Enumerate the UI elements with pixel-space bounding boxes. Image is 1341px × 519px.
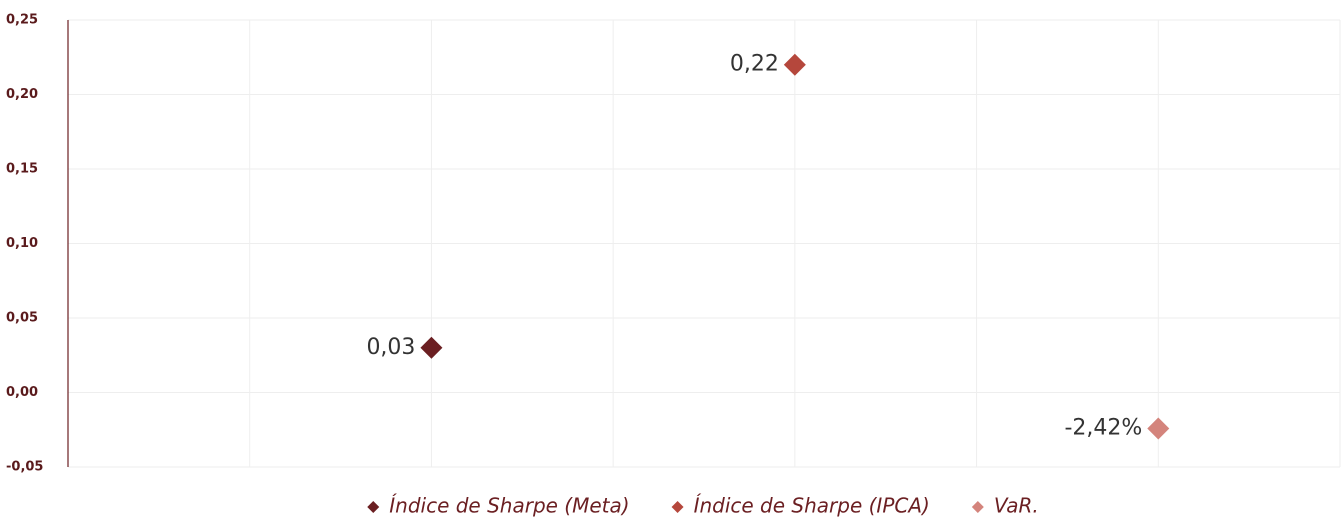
y-tick-label: 0,05 — [6, 311, 38, 326]
point — [420, 336, 443, 359]
y-tick-label: 0,25 — [6, 13, 38, 28]
legend-label: Índice de Sharpe (Meta) — [389, 494, 629, 518]
point — [783, 53, 806, 76]
y-tick-label: 0,10 — [6, 236, 38, 251]
legend-label: VaR. — [994, 494, 1039, 518]
y-tick-label: 0,20 — [6, 87, 38, 102]
legend-marker — [671, 501, 684, 513]
legend-marker — [971, 501, 984, 513]
legend-label: Índice de Sharpe (IPCA) — [694, 494, 930, 518]
y-tick-label: -0,05 — [6, 460, 43, 475]
point — [1147, 417, 1170, 440]
data-label: -2,42% — [1064, 416, 1142, 441]
data-label: 0,03 — [366, 335, 415, 360]
y-tick-label: 0,15 — [6, 162, 38, 177]
y-tick-label: 0,00 — [6, 385, 38, 400]
legend-marker — [367, 501, 380, 513]
data-label: 0,22 — [730, 52, 779, 77]
